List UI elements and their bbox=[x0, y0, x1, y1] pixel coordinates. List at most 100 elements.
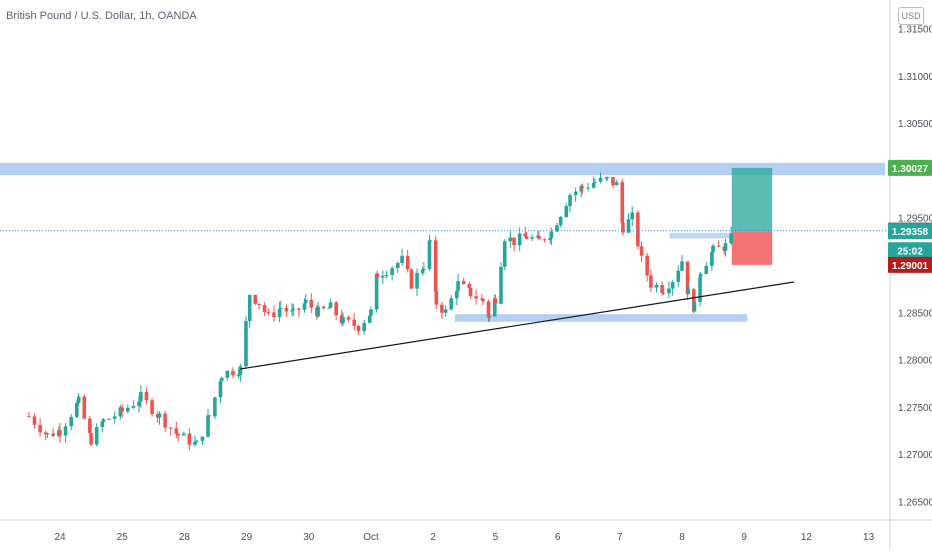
candle bbox=[309, 299, 314, 308]
candle bbox=[661, 292, 666, 294]
candle bbox=[88, 418, 92, 434]
candle bbox=[626, 219, 631, 233]
x-tick-label: 29 bbox=[241, 532, 253, 543]
candle bbox=[630, 212, 635, 220]
candle bbox=[131, 406, 136, 408]
candle bbox=[94, 427, 99, 445]
candle bbox=[302, 303, 307, 310]
candle bbox=[284, 308, 289, 312]
candle bbox=[195, 440, 199, 442]
ascending-trendline bbox=[240, 281, 795, 370]
candle bbox=[548, 237, 552, 240]
y-tick-label: 1.27000 bbox=[898, 450, 932, 461]
candle bbox=[163, 413, 167, 428]
candle bbox=[89, 433, 93, 445]
candle bbox=[390, 268, 394, 276]
candle bbox=[645, 255, 649, 276]
y-tick-label: 1.31500 bbox=[898, 25, 932, 36]
candle bbox=[74, 402, 79, 417]
candle bbox=[137, 401, 141, 407]
candle bbox=[381, 275, 385, 278]
x-tick-label: 13 bbox=[863, 532, 875, 543]
candle bbox=[487, 316, 491, 318]
candle bbox=[297, 308, 301, 310]
candle bbox=[486, 301, 491, 318]
y-tick-label: 1.29500 bbox=[898, 214, 932, 225]
candle bbox=[290, 310, 294, 312]
candle bbox=[225, 370, 230, 378]
candle bbox=[422, 268, 426, 270]
candle bbox=[43, 432, 48, 435]
candle bbox=[120, 407, 124, 412]
x-tick-label: 24 bbox=[54, 532, 66, 543]
candle bbox=[174, 428, 179, 434]
candle bbox=[555, 225, 559, 232]
candle bbox=[604, 177, 608, 179]
candle bbox=[236, 375, 241, 377]
x-tick-label: 6 bbox=[555, 532, 561, 543]
x-tick-label: 7 bbox=[617, 532, 623, 543]
currency-badge[interactable]: USD bbox=[898, 7, 924, 25]
price-axis: 1.315001.310001.305001.300001.295001.290… bbox=[888, 0, 932, 550]
candle bbox=[428, 240, 432, 242]
candle bbox=[247, 294, 252, 322]
candle bbox=[272, 312, 276, 318]
candle bbox=[27, 416, 31, 418]
candle bbox=[614, 182, 619, 186]
candle bbox=[670, 282, 675, 289]
candle bbox=[409, 269, 414, 289]
candle bbox=[654, 285, 659, 288]
candle bbox=[206, 415, 210, 437]
candle bbox=[38, 424, 42, 433]
candle bbox=[649, 275, 653, 288]
candle bbox=[524, 236, 529, 239]
candle bbox=[231, 370, 235, 376]
candle bbox=[32, 416, 37, 425]
candle bbox=[352, 319, 357, 327]
x-tick-label: 28 bbox=[179, 532, 191, 543]
candle bbox=[636, 212, 640, 247]
candle bbox=[593, 181, 597, 183]
y-tick-label: 1.28000 bbox=[898, 356, 932, 367]
candles-layer bbox=[27, 172, 733, 451]
candle bbox=[374, 273, 379, 310]
candle bbox=[573, 191, 578, 196]
candle bbox=[680, 261, 684, 271]
take-profit-zone bbox=[731, 167, 773, 232]
candle bbox=[279, 308, 283, 310]
candle bbox=[605, 176, 610, 178]
candle bbox=[449, 298, 454, 310]
candle bbox=[710, 251, 714, 266]
candle bbox=[144, 392, 149, 401]
candle bbox=[692, 289, 696, 312]
price-label-box bbox=[888, 242, 932, 259]
candle bbox=[440, 304, 444, 313]
candle bbox=[218, 381, 223, 398]
candle bbox=[639, 246, 644, 256]
resistance-zone bbox=[0, 162, 885, 176]
candle bbox=[523, 233, 528, 237]
candle bbox=[685, 261, 690, 295]
x-tick-label: 30 bbox=[303, 532, 315, 543]
x-tick-label: Oct bbox=[363, 532, 379, 543]
candle bbox=[698, 276, 702, 302]
price-label: 1.29358 bbox=[892, 227, 929, 238]
candle bbox=[176, 433, 180, 436]
candle bbox=[517, 233, 522, 246]
chart-title: British Pound / U.S. Dollar, 1h, OANDA bbox=[6, 10, 197, 22]
candle bbox=[395, 263, 400, 269]
candle bbox=[456, 281, 460, 291]
candle bbox=[100, 421, 105, 428]
candle bbox=[187, 433, 192, 445]
candle bbox=[692, 301, 697, 312]
time-axis: 24 25 28 29 30 Oct 2 5 6 7 8 9 12 13 bbox=[0, 519, 932, 543]
candle bbox=[51, 433, 55, 437]
candle bbox=[369, 309, 373, 316]
candle bbox=[155, 414, 160, 418]
candle bbox=[291, 308, 296, 311]
candle bbox=[193, 441, 197, 445]
y-tick-label: 1.30500 bbox=[898, 119, 932, 130]
candle bbox=[586, 187, 590, 189]
